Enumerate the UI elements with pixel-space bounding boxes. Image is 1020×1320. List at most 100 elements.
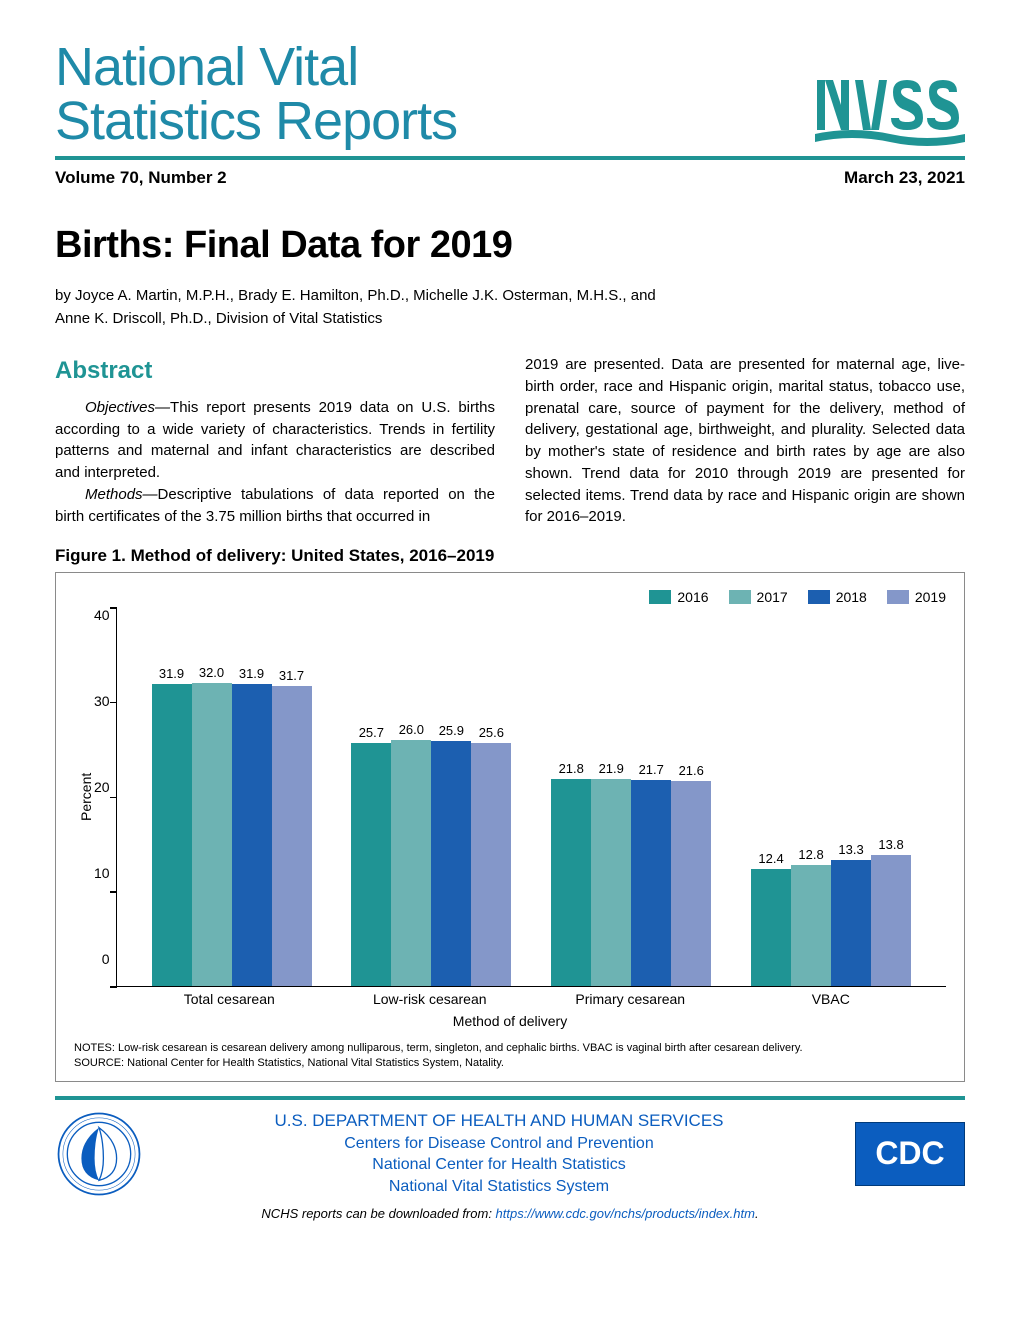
bar: 12.8 [791,865,831,986]
y-tick-mark [110,986,117,988]
bar: 13.3 [831,860,871,986]
bar-value-label: 13.3 [838,842,863,857]
legend-swatch [649,590,671,604]
bar: 25.9 [431,741,471,986]
y-tick-label: 10 [94,865,110,881]
legend-label: 2019 [915,589,946,605]
chart-notes: NOTES: Low-risk cesarean is cesarean del… [74,1041,946,1071]
bar-group: 21.821.921.721.6 [531,607,731,986]
download-line: NCHS reports can be downloaded from: htt… [55,1206,965,1221]
y-tick-label: 40 [94,607,110,623]
methods-label: Methods— [85,486,158,503]
bar-value-label: 31.9 [239,666,264,681]
legend-item: 2017 [729,589,788,605]
nvss-logo [815,78,965,148]
download-suffix: . [755,1206,759,1221]
bar-value-label: 25.7 [359,725,384,740]
bar-value-label: 32.0 [199,665,224,680]
legend-swatch [887,590,909,604]
volume-number: Volume 70, Number 2 [55,168,227,188]
bar-value-label: 12.4 [758,851,783,866]
bar: 21.8 [551,779,591,986]
footer-row: U.S. DEPARTMENT OF HEALTH AND HUMAN SERV… [55,1110,965,1198]
footer-line-2: Centers for Disease Control and Preventi… [274,1133,723,1155]
x-axis-labels: Total cesareanLow-risk cesareanPrimary c… [114,987,946,1007]
y-axis-label: Percent [74,607,94,987]
legend-swatch [808,590,830,604]
legend-label: 2017 [757,589,788,605]
bar: 32.0 [192,683,232,986]
x-category-label: Primary cesarean [530,991,731,1007]
chart-body: Percent 403020100 31.932.031.931.725.726… [74,607,946,987]
bar-group: 25.726.025.925.6 [331,607,531,986]
footer-center: U.S. DEPARTMENT OF HEALTH AND HUMAN SERV… [274,1110,723,1198]
footer-line-3: National Center for Health Statistics [274,1154,723,1176]
bar: 13.8 [871,855,911,986]
cdc-logo: CDC [855,1122,965,1186]
footer-line-1: U.S. DEPARTMENT OF HEALTH AND HUMAN SERV… [274,1110,723,1133]
bar-value-label: 21.7 [639,762,664,777]
legend-label: 2016 [677,589,708,605]
bar-value-label: 31.9 [159,666,184,681]
bar: 31.9 [152,684,192,986]
cdc-logo-text: CDC [875,1135,944,1172]
volume-date-row: Volume 70, Number 2 March 23, 2021 [55,168,965,188]
bar-value-label: 21.8 [559,761,584,776]
masthead-row: National Vital Statistics Reports [55,40,965,160]
bar-value-label: 12.8 [798,847,823,862]
bar: 25.7 [351,743,391,987]
bar-value-label: 13.8 [878,837,903,852]
bar: 26.0 [391,740,431,986]
hhs-seal-icon [55,1110,143,1198]
bar-value-label: 31.7 [279,668,304,683]
x-axis-title: Method of delivery [74,1013,946,1029]
legend-swatch [729,590,751,604]
objectives-label: Objectives— [85,399,170,416]
legend-item: 2019 [887,589,946,605]
methods-paragraph: Methods—Descriptive tabulations of data … [55,484,495,528]
bar-group: 12.412.813.313.8 [731,607,931,986]
download-url[interactable]: https://www.cdc.gov/nchs/products/index.… [496,1206,755,1221]
download-prefix: NCHS reports can be downloaded from: [261,1206,495,1221]
publication-date: March 23, 2021 [844,168,965,188]
article-title: Births: Final Data for 2019 [55,224,965,267]
legend-item: 2018 [808,589,867,605]
footer-line-4: National Vital Statistics System [274,1176,723,1198]
bar-group: 31.932.031.931.7 [132,607,332,986]
y-tick-mark [110,797,117,799]
abstract-col-left: Abstract Objectives—This report presents… [55,354,495,528]
bar-value-label: 25.6 [479,725,504,740]
bar: 21.9 [591,779,631,987]
bar-value-label: 21.9 [599,761,624,776]
x-category-label: VBAC [731,991,932,1007]
bar: 21.6 [671,781,711,986]
x-category-label: Total cesarean [129,991,330,1007]
objectives-paragraph: Objectives—This report presents 2019 dat… [55,397,495,484]
figure-title: Figure 1. Method of delivery: United Sta… [55,546,965,566]
plot-area: 31.932.031.931.725.726.025.925.621.821.9… [116,607,946,987]
y-tick-mark [110,607,117,609]
bar: 25.6 [471,743,511,986]
y-tick-label: 0 [102,951,110,967]
bar: 12.4 [751,869,791,986]
byline: by Joyce A. Martin, M.P.H., Brady E. Ham… [55,285,965,330]
bar-value-label: 21.6 [679,763,704,778]
abstract-columns: Abstract Objectives—This report presents… [55,354,965,528]
x-category-label: Low-risk cesarean [330,991,531,1007]
footer-rule [55,1096,965,1100]
bar: 31.9 [232,684,272,986]
chart-legend: 2016 2017 2018 2019 [74,589,946,605]
col2-text: 2019 are presented. Data are presented f… [525,354,965,528]
legend-label: 2018 [836,589,867,605]
y-tick-mark [110,891,117,893]
bar: 21.7 [631,780,671,986]
legend-item: 2016 [649,589,708,605]
bar-value-label: 25.9 [439,723,464,738]
abstract-col-right: 2019 are presented. Data are presented f… [525,354,965,528]
publication-masthead: National Vital Statistics Reports [55,40,457,148]
bar-value-label: 26.0 [399,722,424,737]
abstract-heading: Abstract [55,354,495,389]
bar: 31.7 [272,686,312,986]
chart-container: 2016201720182019 Percent 403020100 31.93… [55,572,965,1082]
y-tick-mark [110,702,117,704]
